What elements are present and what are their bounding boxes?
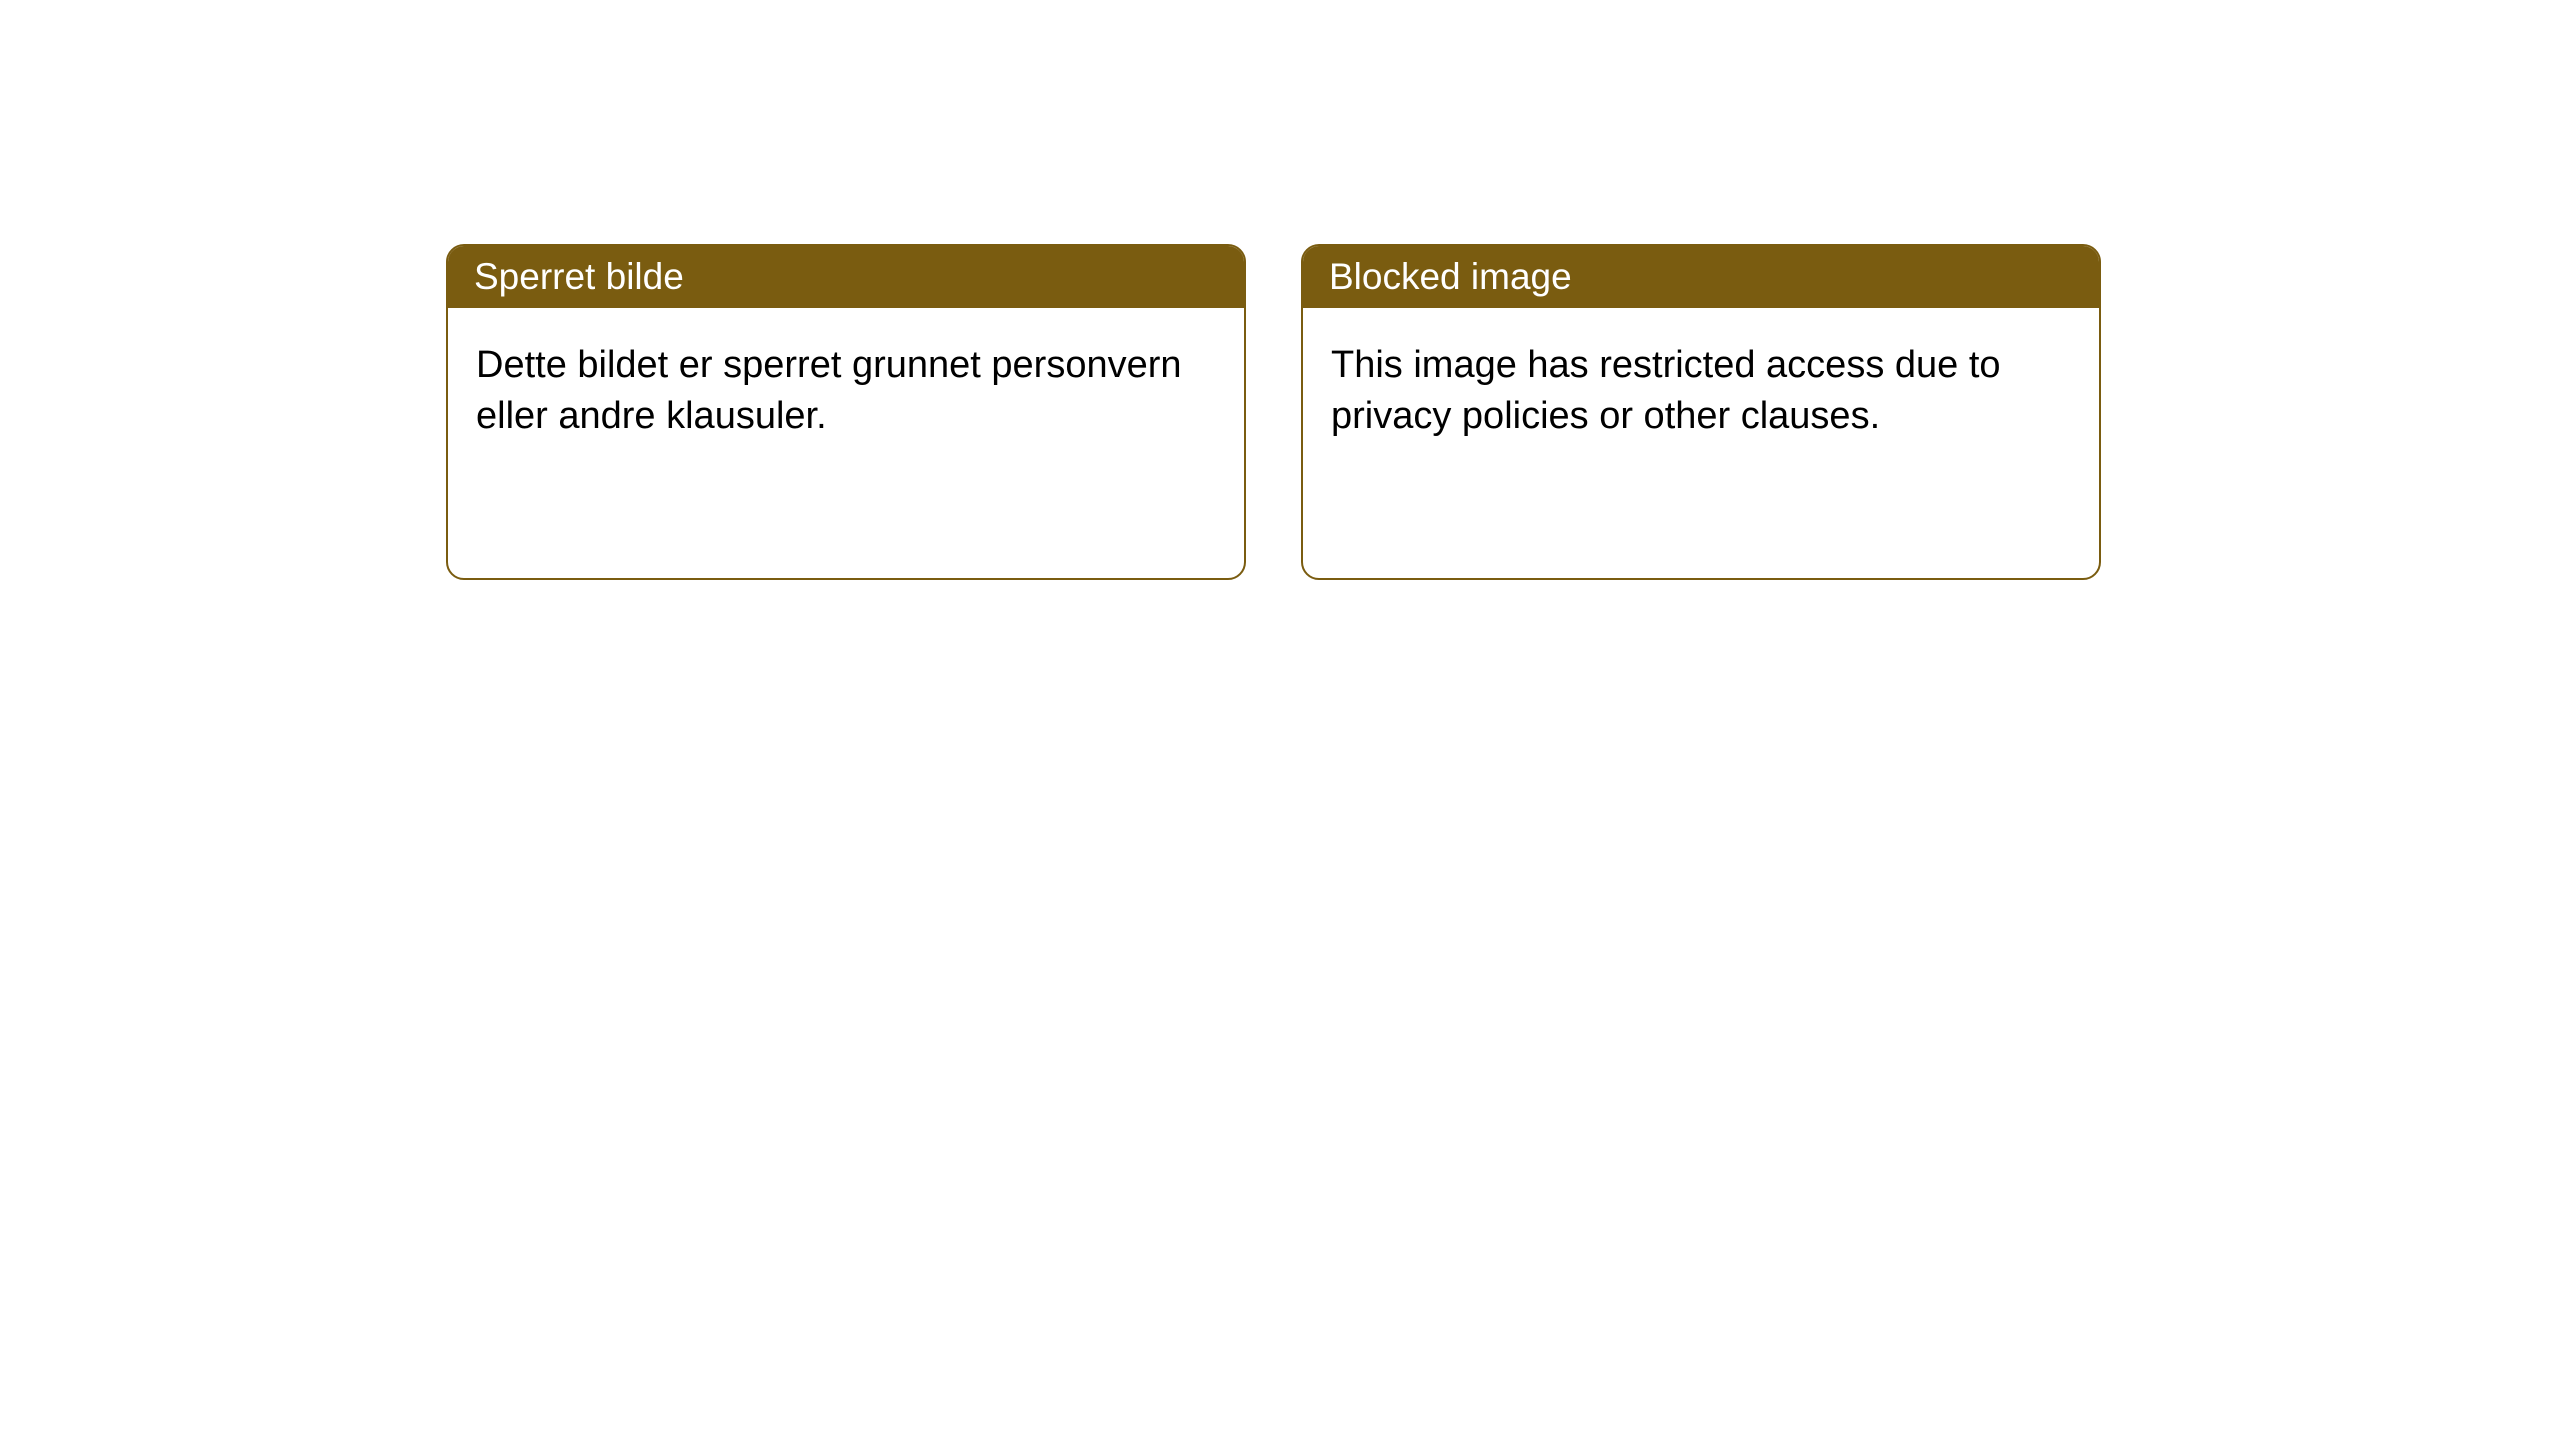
notice-body: This image has restricted access due to … — [1303, 308, 2099, 578]
notice-card-english: Blocked image This image has restricted … — [1301, 244, 2101, 580]
notice-cards-container: Sperret bilde Dette bildet er sperret gr… — [446, 244, 2560, 580]
notice-header: Blocked image — [1303, 246, 2099, 308]
notice-body: Dette bildet er sperret grunnet personve… — [448, 308, 1244, 578]
notice-header: Sperret bilde — [448, 246, 1244, 308]
notice-card-norwegian: Sperret bilde Dette bildet er sperret gr… — [446, 244, 1246, 580]
